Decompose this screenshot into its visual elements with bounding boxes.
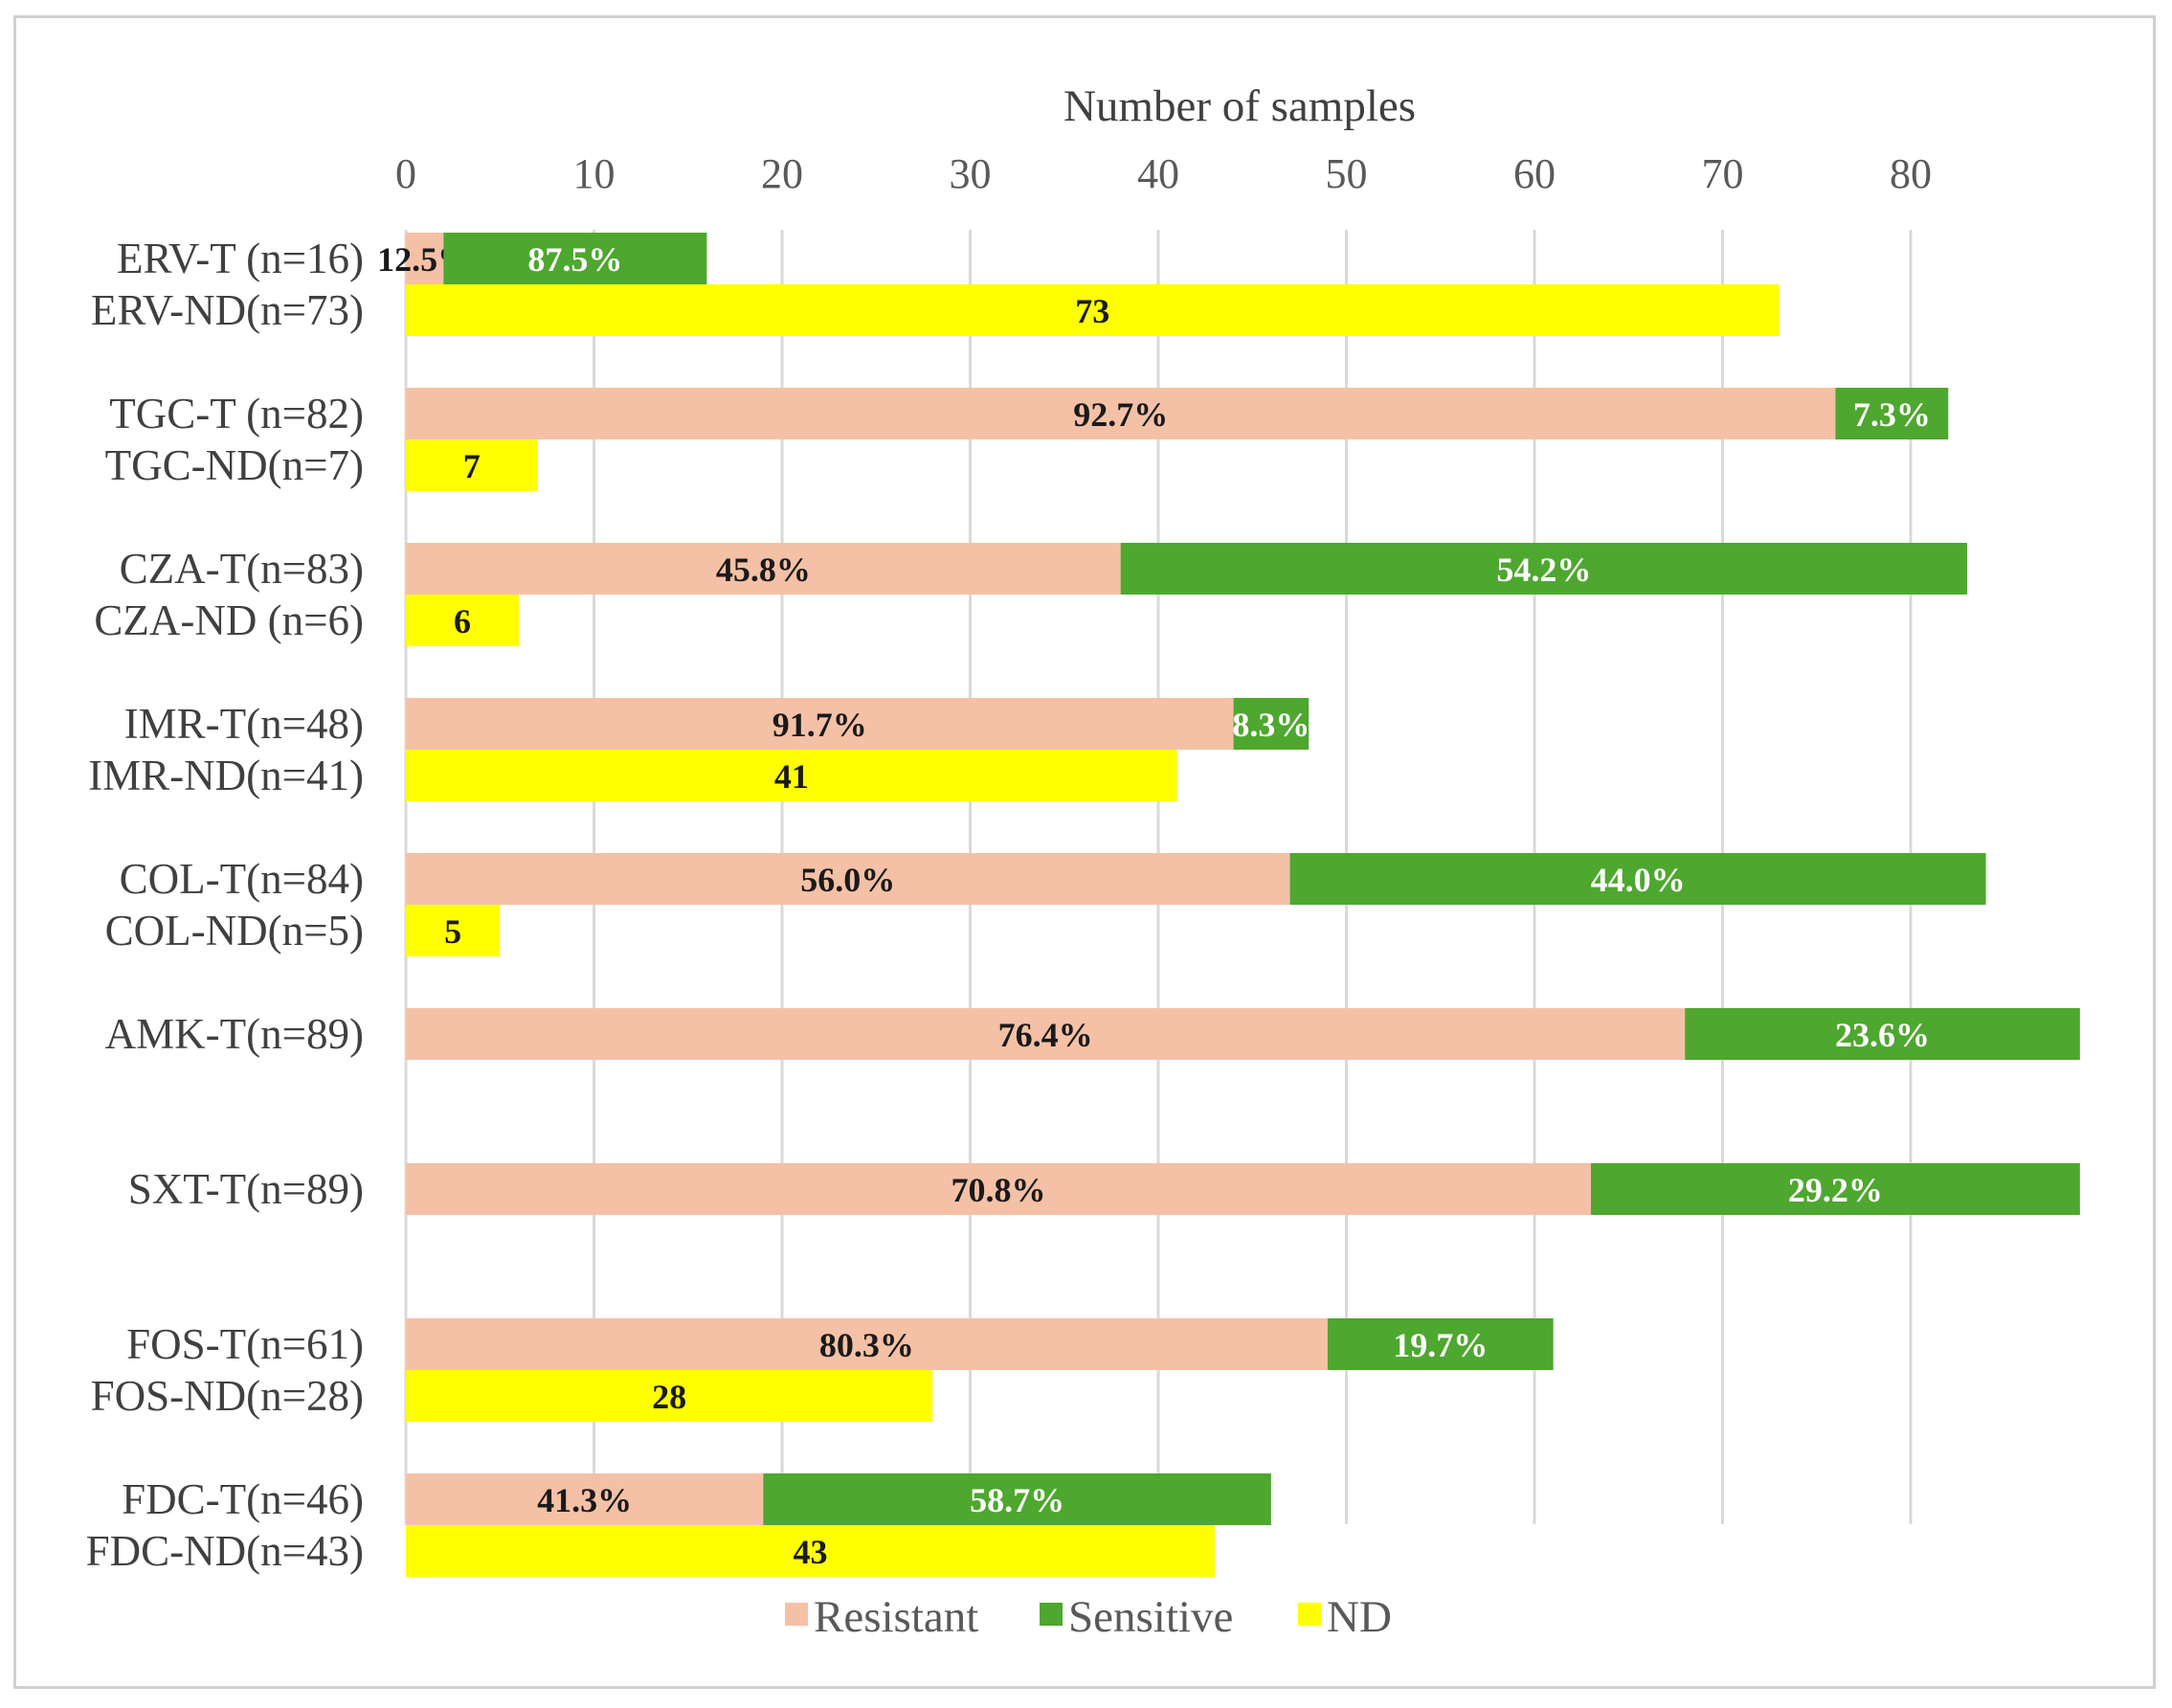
data-label: 44.0% bbox=[1591, 861, 1686, 899]
legend: Resistant Sensitive ND bbox=[785, 1592, 1392, 1642]
bar-segment-resistant bbox=[406, 1163, 1591, 1215]
data-label: 76.4% bbox=[998, 1016, 1093, 1054]
data-label: 87.5% bbox=[527, 240, 622, 279]
data-label: 6 bbox=[454, 602, 471, 640]
category-label: CZA-T(n=83) bbox=[120, 545, 364, 593]
legend-label-nd: ND bbox=[1327, 1592, 1392, 1642]
category-label: CZA-ND (n=6) bbox=[94, 596, 364, 644]
legend-label-resistant: Resistant bbox=[814, 1592, 978, 1642]
data-label: 29.2% bbox=[1788, 1171, 1883, 1209]
bar-segment-nd bbox=[406, 595, 519, 646]
x-tick-label: 30 bbox=[950, 150, 992, 197]
bar-segment-sensitive bbox=[1590, 1163, 2080, 1215]
bar-segment-resistant bbox=[406, 698, 1234, 750]
bar-segment-nd bbox=[406, 284, 1780, 336]
x-tick-label: 50 bbox=[1326, 150, 1368, 197]
data-label: 23.6% bbox=[1835, 1016, 1930, 1054]
category-label: FDC-T(n=46) bbox=[122, 1475, 364, 1523]
bar-segment-resistant bbox=[406, 1473, 764, 1525]
category-label: COL-T(n=84) bbox=[120, 855, 364, 903]
data-label: 45.8% bbox=[716, 551, 811, 589]
category-label: FDC-ND(n=43) bbox=[86, 1527, 364, 1575]
category-label: FOS-T(n=61) bbox=[126, 1320, 364, 1368]
legend-label-sensitive: Sensitive bbox=[1068, 1592, 1233, 1642]
bar-segment-nd bbox=[406, 1370, 933, 1422]
category-label: SXT-T(n=89) bbox=[128, 1165, 364, 1213]
x-tick-label: 40 bbox=[1137, 150, 1179, 197]
bar-segment-nd bbox=[406, 439, 538, 491]
category-label: ERV-ND(n=73) bbox=[91, 286, 364, 334]
bar-segment-resistant bbox=[406, 543, 1121, 595]
data-label: 56.0% bbox=[800, 861, 895, 899]
data-label: 5 bbox=[444, 912, 461, 951]
category-label: IMR-ND(n=41) bbox=[88, 752, 364, 799]
data-label: 19.7% bbox=[1393, 1326, 1488, 1364]
bar-segment-nd bbox=[406, 905, 501, 956]
data-label: 8.3% bbox=[1232, 706, 1310, 744]
category-labels: ERV-T (n=16)ERV-ND(n=73) TGC-T (n=82)TGC-… bbox=[86, 235, 364, 1575]
category-label: AMK-T(n=89) bbox=[105, 1010, 364, 1058]
data-label: 91.7% bbox=[773, 706, 867, 744]
bar-segment-sensitive bbox=[1120, 543, 1967, 595]
legend-swatch-resistant bbox=[785, 1603, 808, 1626]
bar-segment-sensitive bbox=[1327, 1318, 1554, 1370]
x-tick-label: 20 bbox=[761, 150, 803, 197]
bar-segment-sensitive bbox=[1685, 1008, 2080, 1060]
legend-swatch-nd bbox=[1298, 1603, 1321, 1626]
data-label: 7 bbox=[463, 447, 481, 485]
data-label: 43 bbox=[793, 1533, 827, 1571]
bar-segment-resistant bbox=[406, 233, 444, 284]
category-label: TGC-ND(n=7) bbox=[105, 441, 364, 489]
bar-segment-nd bbox=[406, 750, 1177, 801]
bar-segment-sensitive bbox=[1233, 698, 1310, 750]
x-axis-ticks: 0 10 20 30 40 50 60 70 80 bbox=[395, 150, 1932, 197]
data-label: 92.7% bbox=[1073, 395, 1168, 434]
bar-segment-sensitive bbox=[1289, 853, 1986, 905]
data-label: 7.3% bbox=[1853, 395, 1931, 434]
data-label: 41.3% bbox=[537, 1481, 632, 1519]
category-label: COL-ND(n=5) bbox=[105, 907, 364, 955]
bar-segment-resistant bbox=[406, 1008, 1686, 1060]
bar-segment-resistant bbox=[406, 388, 1836, 439]
x-tick-label: 10 bbox=[573, 150, 616, 197]
data-label: 41 bbox=[774, 757, 809, 796]
x-tick-label: 70 bbox=[1702, 150, 1744, 197]
category-label: IMR-T(n=48) bbox=[124, 700, 364, 748]
bar-segment-sensitive bbox=[443, 233, 707, 284]
bar-segment-resistant bbox=[406, 853, 1290, 905]
data-label: 58.7% bbox=[970, 1481, 1064, 1519]
bar-segment-nd bbox=[406, 1525, 1215, 1577]
x-axis-title: Number of samples bbox=[1064, 81, 1416, 131]
bar-segment-resistant bbox=[406, 1318, 1328, 1370]
x-tick-label: 60 bbox=[1513, 150, 1556, 197]
legend-swatch-sensitive bbox=[1040, 1603, 1063, 1626]
category-label: TGC-T (n=82) bbox=[109, 390, 364, 438]
data-label: 73 bbox=[1075, 292, 1109, 330]
bar-segment-sensitive bbox=[1835, 388, 1949, 439]
data-label: 28 bbox=[652, 1378, 686, 1416]
data-label: 80.3% bbox=[819, 1326, 914, 1364]
x-tick-label: 0 bbox=[395, 150, 416, 197]
category-label: FOS-ND(n=28) bbox=[91, 1372, 364, 1420]
data-label: 70.8% bbox=[951, 1171, 1045, 1209]
bar-segment-sensitive bbox=[763, 1473, 1271, 1525]
x-tick-label: 80 bbox=[1890, 150, 1932, 197]
data-label: 54.2% bbox=[1496, 551, 1591, 589]
category-label: ERV-T (n=16) bbox=[117, 235, 364, 282]
